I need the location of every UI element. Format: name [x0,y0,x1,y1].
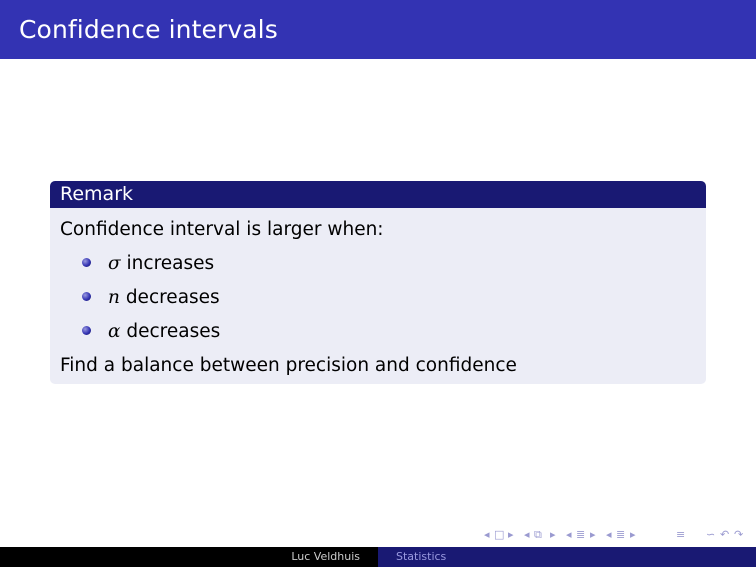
back-icon[interactable]: ↶ [720,528,730,541]
frame-prev-arrow-icon[interactable]: ◂ [484,528,490,541]
footer: Luc Veldhuis Statistics [0,547,756,567]
section-next-arrow-icon[interactable]: ▸ [590,528,596,541]
bullet-icon [82,292,91,301]
subsection-icon[interactable]: ⧉ [534,528,542,541]
frame-icon[interactable]: □ [494,528,505,541]
slide-title: Confidence intervals [19,15,278,44]
slide-prev-arrow-icon[interactable]: ◂ [606,528,612,541]
item-text: increases [126,253,215,274]
footer-title-box: Statistics [378,547,756,567]
frame-title-bar: Confidence intervals [0,0,756,59]
subsection-next-arrow-icon[interactable]: ▸ [550,528,556,541]
remark-conclusion: Find a balance between precision and con… [60,355,517,376]
item-symbol: σ [108,253,121,274]
search-icon[interactable]: ∽ [706,528,716,541]
subsection-prev-arrow-icon[interactable]: ◂ [524,528,530,541]
item-symbol: n [108,287,120,308]
item-symbol: α [108,321,121,342]
footer-author: Luc Veldhuis [291,550,360,563]
remark-block: Remark Confidence interval is larger whe… [50,181,706,384]
frame-next-arrow-icon[interactable]: ▸ [508,528,514,541]
bullet-icon [82,326,91,335]
slide-next-arrow-icon[interactable]: ▸ [630,528,636,541]
section-icon[interactable]: ≣ [576,528,586,541]
item-text: decreases [126,321,221,342]
remark-heading: Remark [50,181,706,208]
bullet-icon [82,258,91,267]
appendix-icon[interactable]: ≡ [676,528,686,541]
footer-short-title: Statistics [396,550,447,563]
remark-intro: Confidence interval is larger when: [60,219,384,240]
footer-author-box: Luc Veldhuis [0,547,378,567]
forward-icon[interactable]: ↷ [734,528,744,541]
remark-body: Confidence interval is larger when: σ in… [50,208,706,384]
section-prev-arrow-icon[interactable]: ◂ [566,528,572,541]
navigation-symbols: ◂ □ ▸ ◂ ⧉ ▸ ◂ ≣ ▸ ◂ ≣ ▸ ≡ ∽ ↶ ↷ [484,528,752,544]
slide-icon[interactable]: ≣ [616,528,626,541]
item-text: decreases [125,287,220,308]
